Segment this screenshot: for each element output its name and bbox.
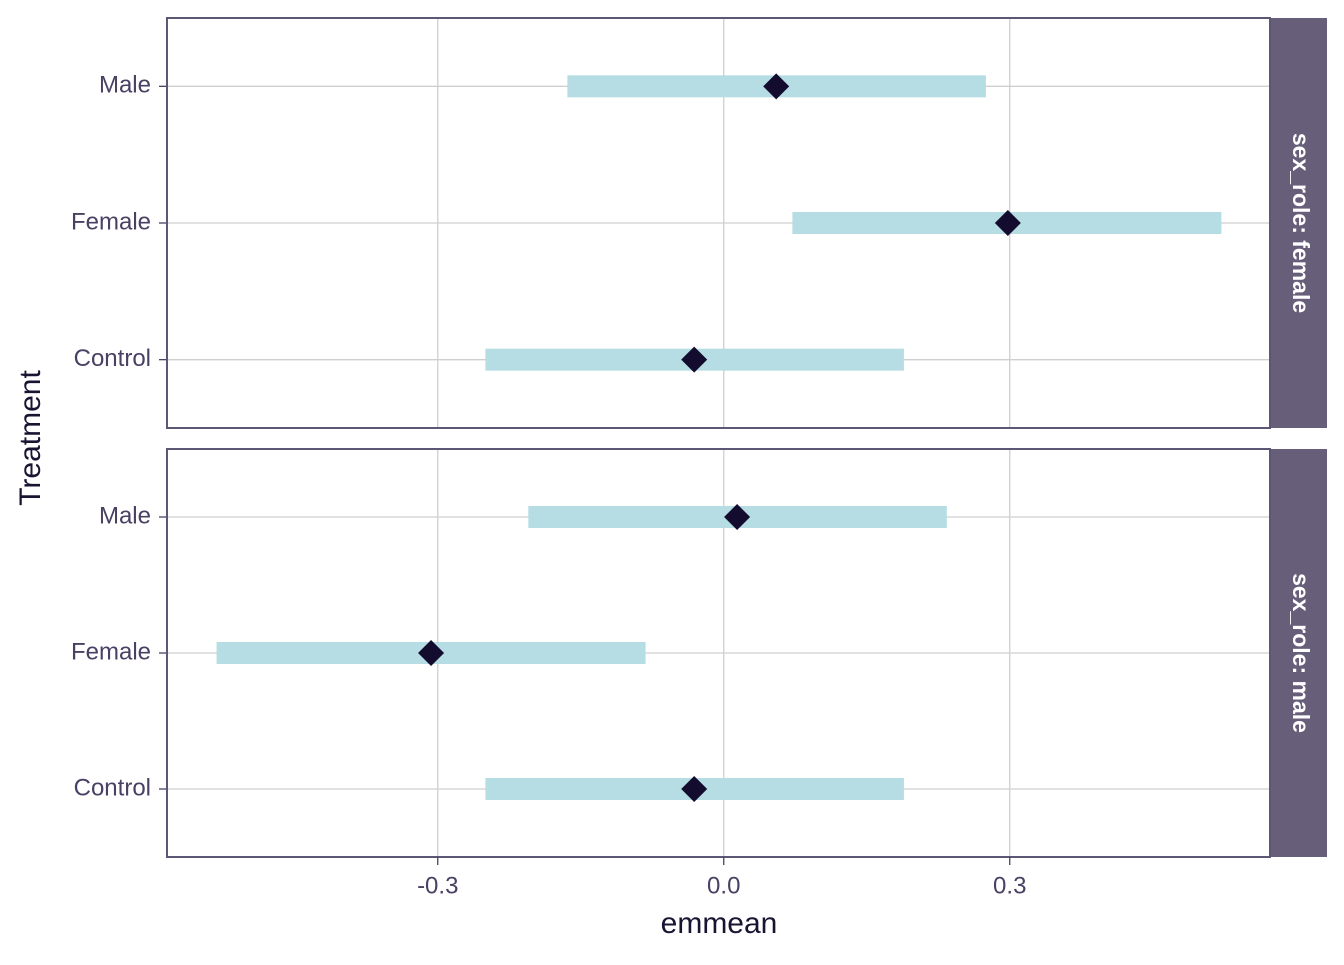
estimate-point (681, 346, 708, 373)
facet-strip (1271, 449, 1327, 857)
estimate-point (418, 640, 445, 666)
x-tick-label: 0.0 (707, 872, 740, 899)
y-tick-label: Male (99, 502, 151, 529)
x-tick-label: 0.3 (993, 872, 1026, 899)
estimate-point (681, 776, 708, 802)
estimate-point (994, 210, 1021, 236)
y-tick-label: Male (99, 72, 151, 99)
estimate-point (724, 504, 751, 530)
panel-border (166, 17, 1271, 429)
x-tick-label: -0.3 (417, 872, 458, 899)
y-tick-label: Control (74, 345, 151, 372)
estimate-point (763, 73, 790, 100)
facet-label: sex_role: male (1288, 573, 1314, 733)
y-tick-label: Female (71, 638, 151, 665)
y-tick-label: Female (71, 208, 151, 235)
panel-border (166, 448, 1271, 858)
y-axis-label: Treatment (14, 370, 47, 506)
facet-strip (1271, 18, 1327, 428)
facet-label: sex_role: female (1288, 133, 1314, 313)
x-axis-label: emmean (661, 907, 778, 940)
y-tick-label: Control (74, 774, 151, 801)
